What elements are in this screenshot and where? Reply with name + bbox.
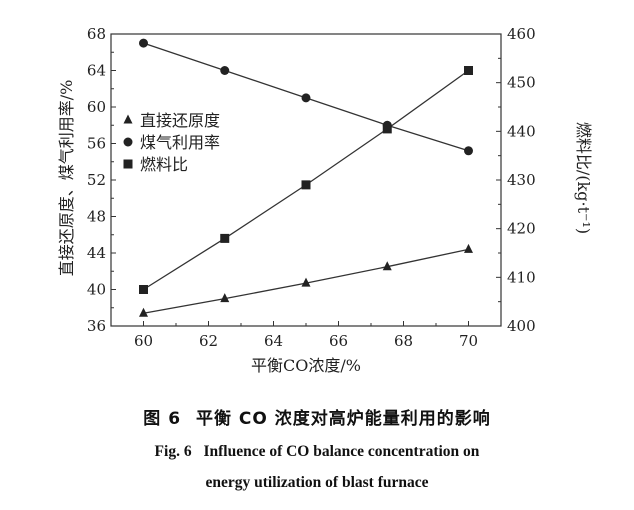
y-right-axis: 400 410 420 430 440 450 460 bbox=[496, 25, 536, 335]
y-left-tick-label: 56 bbox=[87, 135, 106, 153]
y-left-tick-label: 36 bbox=[87, 317, 106, 335]
data-point bbox=[139, 285, 148, 294]
caption-en-line1: Fig. 6 Influence of CO balance concentra… bbox=[0, 443, 634, 461]
data-point bbox=[382, 261, 392, 271]
caption-title-en-line2: energy utilization of blast furnace bbox=[205, 474, 429, 491]
legend-marker bbox=[123, 114, 133, 124]
caption-en-line2: energy utilization of blast furnace bbox=[0, 474, 634, 492]
x-tick-label: 68 bbox=[394, 332, 413, 350]
chart: 60 62 64 66 68 70 36 40 44 48 52 56 60 64 68 400 410 42… bbox=[57, 25, 593, 375]
data-point bbox=[139, 307, 148, 317]
data-point bbox=[301, 93, 311, 103]
data-point bbox=[301, 180, 311, 190]
data-point bbox=[301, 277, 311, 287]
y-right-tick-label: 460 bbox=[507, 25, 536, 43]
y-left-tick-label: 44 bbox=[87, 244, 106, 262]
caption-cn: 图 6 平衡 CO 浓度对高炉能量利用的影响 bbox=[0, 404, 634, 429]
y-left-tick-label: 48 bbox=[87, 208, 106, 226]
data-point bbox=[139, 38, 148, 48]
legend-label: 直接还原度 bbox=[140, 111, 220, 130]
caption-fig-label-en: Fig. 6 bbox=[154, 443, 192, 460]
y-right-tick-label: 420 bbox=[507, 220, 536, 238]
data-point bbox=[220, 293, 230, 303]
y-left-axis-label: 直接还原度、煤气利用率/% bbox=[57, 80, 76, 277]
legend-label: 燃料比 bbox=[140, 155, 188, 174]
y-right-tick-label: 410 bbox=[507, 268, 536, 286]
y-right-tick-label: 430 bbox=[507, 171, 536, 189]
y-right-tick-label: 450 bbox=[507, 74, 536, 92]
data-point bbox=[220, 66, 230, 75]
x-tick-label: 70 bbox=[459, 332, 478, 350]
data-point bbox=[220, 233, 230, 243]
data-point bbox=[382, 124, 392, 134]
x-tick-label: 66 bbox=[329, 332, 348, 350]
y-right-axis-label: 燃料比/(kg·t⁻¹) bbox=[574, 122, 593, 234]
data-point bbox=[464, 146, 473, 156]
y-left-tick-label: 60 bbox=[87, 98, 106, 116]
legend-marker bbox=[123, 159, 133, 169]
series-layer bbox=[139, 38, 473, 317]
caption-title-cn: 平衡 CO 浓度对高炉能量利用的影响 bbox=[195, 409, 491, 429]
data-point bbox=[464, 243, 473, 253]
legend-label: 煤气利用率 bbox=[140, 133, 220, 152]
y-left-tick-label: 52 bbox=[87, 171, 106, 189]
data-point bbox=[464, 66, 473, 75]
legend-marker bbox=[123, 137, 133, 147]
y-right-tick-label: 440 bbox=[507, 122, 536, 140]
series-square bbox=[139, 66, 473, 294]
caption-fig-label-cn: 图 6 bbox=[143, 409, 182, 429]
y-right-tick-label: 400 bbox=[507, 317, 536, 335]
caption-title-en-line1: Influence of CO balance concentration on bbox=[203, 443, 480, 460]
x-tick-label: 60 bbox=[134, 332, 153, 350]
x-axis-label: 平衡CO浓度/% bbox=[251, 356, 361, 375]
x-tick-label: 62 bbox=[199, 332, 218, 350]
x-tick-label: 64 bbox=[264, 332, 283, 350]
x-axis: 60 62 64 66 68 70 bbox=[134, 321, 478, 350]
y-left-tick-label: 64 bbox=[87, 62, 106, 80]
series-line bbox=[143, 69, 469, 291]
y-left-tick-label: 40 bbox=[87, 281, 106, 299]
series-triangle bbox=[139, 243, 473, 317]
y-left-axis: 36 40 44 48 52 56 60 64 68 bbox=[87, 25, 116, 335]
y-left-tick-label: 68 bbox=[87, 25, 106, 43]
